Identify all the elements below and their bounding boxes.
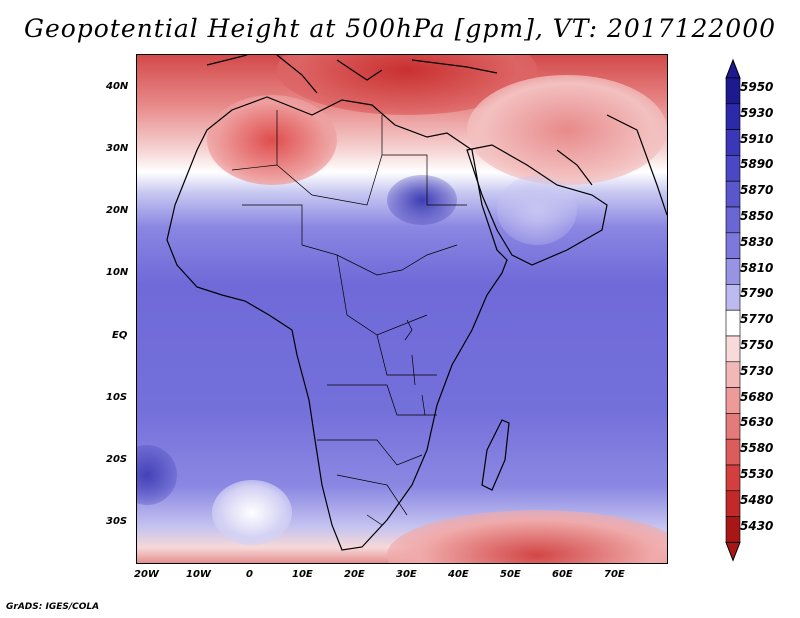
colorbar-swatch <box>725 284 741 311</box>
colorbar-label: 5680 <box>740 389 774 404</box>
colorbar-swatch <box>725 103 741 130</box>
colorbar-swatch <box>725 335 741 363</box>
colorbar-label: 5930 <box>740 105 774 120</box>
lat-label: EQ <box>112 330 128 341</box>
colorbar-swatch <box>725 387 741 414</box>
lon-label: 20W <box>134 569 160 580</box>
colorbar-label: 5790 <box>740 286 774 301</box>
colorbar-swatch <box>725 438 741 466</box>
colorbar-swatch <box>725 413 741 440</box>
coastline-overlay <box>166 55 667 551</box>
colorbar-label: 5910 <box>740 131 774 146</box>
high-pressure-north-africa <box>207 95 337 185</box>
colorbar-swatch <box>725 258 741 285</box>
colorbar-swatch <box>725 309 741 337</box>
colorbar-swatch <box>725 155 741 182</box>
colorbar-label: 5480 <box>740 492 774 507</box>
lat-label: 30S <box>106 516 127 527</box>
lon-label: 30E <box>396 569 417 580</box>
colorbar-label: 5730 <box>740 363 774 378</box>
lon-label: 70E <box>604 569 625 580</box>
dark-region-sahel <box>387 175 457 225</box>
lon-label: 10W <box>186 569 212 580</box>
light-region-south-atlantic <box>212 480 292 545</box>
longitude-labels: 20W 10W 0 10E 20E 30E 40E 50E 60E 70E <box>134 569 625 580</box>
lat-label: 10N <box>106 267 129 278</box>
lon-label: 10E <box>292 569 313 580</box>
lon-label: 60E <box>552 569 573 580</box>
colorbar-label: 5830 <box>740 234 774 249</box>
colorbar-label: 5850 <box>740 209 774 223</box>
turkey-coast <box>411 59 498 74</box>
lon-label: 0 <box>246 569 253 580</box>
borders-central-africa <box>301 244 458 416</box>
africa-coastline <box>166 96 508 551</box>
colorbar-label: 5530 <box>740 467 774 481</box>
lon-label: 40E <box>447 569 469 580</box>
colorbar-swatch <box>725 180 741 208</box>
lon-label: 50E <box>500 569 521 580</box>
colorbar-label: 5870 <box>740 183 774 198</box>
map-title: Geopotential Height at 500hPa [gpm], VT:… <box>23 14 777 43</box>
latitude-labels: 40N 30N 20N 10N EQ 10S 20S 30S <box>105 81 129 527</box>
colorbar-label: 5750 <box>740 338 774 352</box>
credit-text: GrADS: IGES/COLA <box>6 602 100 612</box>
india-west <box>606 114 667 216</box>
lon-label: 20E <box>344 569 365 580</box>
colorbar-swatch <box>725 129 741 156</box>
borders-north-africa <box>231 110 467 245</box>
colorbar-label: 5810 <box>740 260 774 275</box>
colorbar-swatch <box>725 516 741 543</box>
lat-label: 20S <box>106 454 127 465</box>
colorbar-swatch <box>725 232 741 259</box>
lat-label: 10S <box>106 392 127 403</box>
colorbar-label: 5770 <box>740 312 774 327</box>
lakes <box>404 319 426 416</box>
colorbar-swatch <box>725 77 741 105</box>
colorbar-bottom-arrow <box>725 541 741 562</box>
colorbar-label: 5430 <box>740 518 774 533</box>
persian-gulf <box>556 149 593 186</box>
map-panel <box>136 54 668 564</box>
colorbar-top-arrow <box>725 58 741 79</box>
high-pressure-arabia <box>467 75 667 185</box>
colorbar-label: 5630 <box>740 415 774 430</box>
colorbar-label: 5580 <box>740 441 774 456</box>
colorbar-swatch <box>725 361 741 388</box>
colorbar-label: 5890 <box>740 157 774 172</box>
colorbar-swatch <box>725 206 741 234</box>
madagascar <box>481 419 510 491</box>
colorbar-swatch <box>725 464 741 492</box>
borders-southern-africa <box>317 439 423 526</box>
colorbar-swatch <box>725 490 741 517</box>
lat-label: 40N <box>105 81 129 92</box>
lat-label: 20N <box>106 205 129 216</box>
colorbar-label: 5950 <box>740 80 774 94</box>
lat-label: 30N <box>106 143 129 154</box>
arabian-peninsula <box>466 144 608 266</box>
iberia-italy <box>206 55 383 94</box>
